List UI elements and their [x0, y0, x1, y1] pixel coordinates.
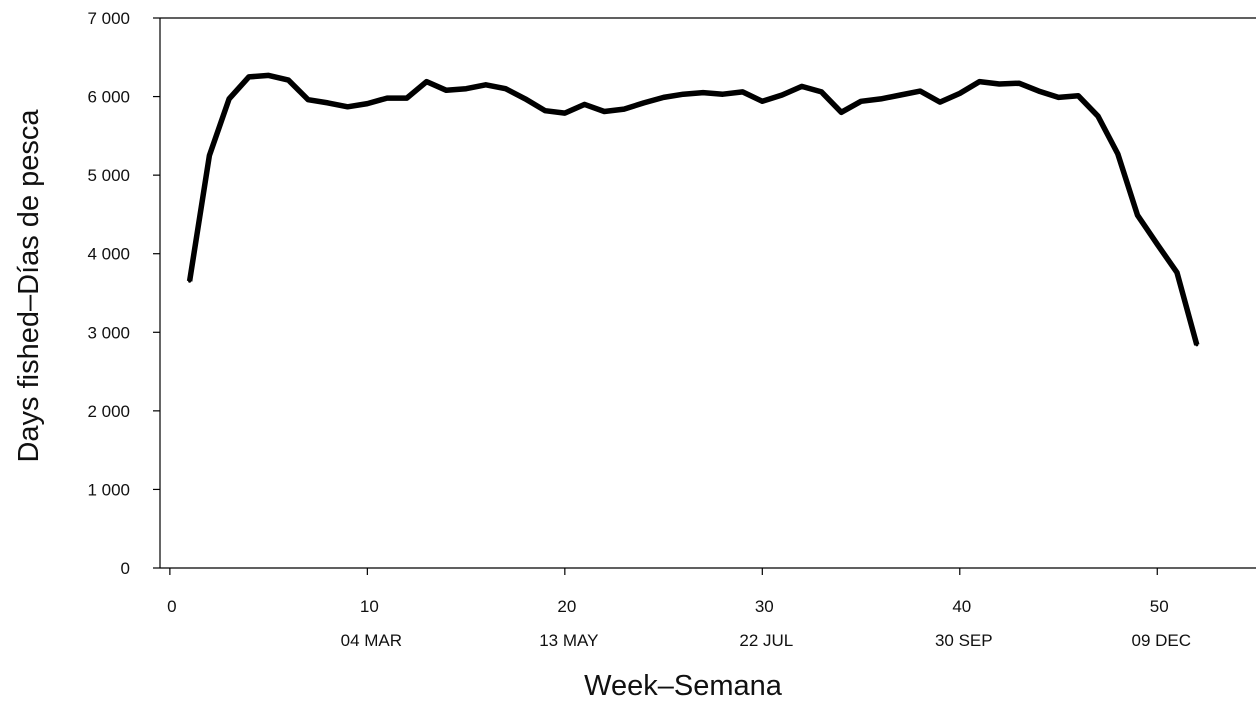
data-point	[1195, 343, 1199, 347]
data-point	[1076, 94, 1080, 98]
x-tick-label: 0	[167, 597, 176, 616]
data-point	[1175, 271, 1179, 275]
data-point	[918, 89, 922, 93]
data-point	[622, 107, 626, 111]
data-point	[247, 75, 251, 79]
x-axis-ticks: 0 10 20 30 40 50	[167, 568, 1169, 616]
data-point	[227, 97, 231, 101]
data-point	[425, 80, 429, 84]
data-point	[1017, 81, 1021, 85]
x-axis-date-labels: 04 MAR 13 MAY 22 JUL 30 SEP 09 DEC	[341, 631, 1191, 650]
data-point	[464, 87, 468, 91]
data-point	[1057, 95, 1060, 99]
data-point	[563, 111, 567, 115]
data-point	[1136, 213, 1139, 217]
data-point	[899, 93, 902, 97]
y-tick-label: 7 000	[87, 9, 130, 28]
x-date-label: 04 MAR	[341, 631, 402, 650]
data-point	[760, 99, 764, 103]
y-tick-label: 2 000	[87, 402, 130, 421]
y-tick-label: 1 000	[87, 480, 130, 499]
data-point	[385, 96, 389, 100]
data-point	[938, 100, 942, 104]
data-point	[1116, 152, 1120, 156]
data-point	[701, 91, 705, 95]
x-tick-label: 30	[755, 597, 774, 616]
series-layer	[186, 72, 1200, 347]
data-point	[504, 87, 508, 91]
data-point	[681, 92, 685, 96]
data-point	[662, 95, 666, 99]
data-point	[642, 101, 646, 105]
data-point	[523, 97, 527, 101]
x-tick-label: 40	[952, 597, 971, 616]
data-point	[346, 105, 350, 109]
data-point	[267, 73, 271, 77]
data-point	[958, 91, 962, 95]
data-point	[978, 80, 981, 84]
data-point	[306, 98, 310, 102]
x-axis-title: Week–Semana	[584, 670, 783, 702]
x-tick-label: 10	[360, 597, 379, 616]
x-date-label: 09 DEC	[1131, 631, 1191, 650]
x-tick-label: 20	[557, 597, 576, 616]
data-point	[207, 154, 211, 157]
data-point	[583, 102, 587, 106]
y-tick-label: 4 000	[87, 245, 130, 264]
data-point	[859, 99, 863, 103]
y-axis-title: Days fished–Días de pesca	[13, 109, 45, 463]
data-point	[1037, 89, 1041, 93]
y-axis-ticks: 0 1 000 2 000 3 000 4 000 5 000 6 000 7 000	[87, 9, 160, 578]
data-point	[741, 90, 745, 94]
data-point	[602, 110, 606, 113]
y-tick-label: 6 000	[87, 88, 130, 107]
data-point	[365, 102, 369, 106]
x-date-label: 30 SEP	[935, 631, 993, 650]
series-line	[186, 72, 1200, 346]
data-point	[405, 96, 409, 100]
plot-frame	[159, 17, 1256, 569]
data-point	[1096, 114, 1100, 118]
data-point	[326, 101, 330, 105]
y-tick-label: 3 000	[87, 323, 130, 342]
data-point	[484, 83, 488, 87]
x-date-label: 22 JUL	[739, 631, 793, 650]
data-point	[721, 92, 725, 96]
data-point	[188, 279, 192, 283]
data-point	[543, 109, 547, 113]
data-point	[820, 90, 823, 94]
data-point	[444, 88, 448, 92]
data-point	[839, 110, 843, 114]
data-point	[997, 82, 1001, 86]
y-tick-label: 0	[121, 559, 130, 578]
data-point	[286, 78, 290, 82]
data-point	[1155, 242, 1159, 246]
y-tick-label: 5 000	[87, 166, 130, 185]
data-point	[800, 84, 804, 88]
data-point	[879, 97, 883, 101]
x-tick-label: 50	[1150, 597, 1169, 616]
x-date-label: 13 MAY	[539, 631, 598, 650]
data-point	[780, 93, 784, 97]
